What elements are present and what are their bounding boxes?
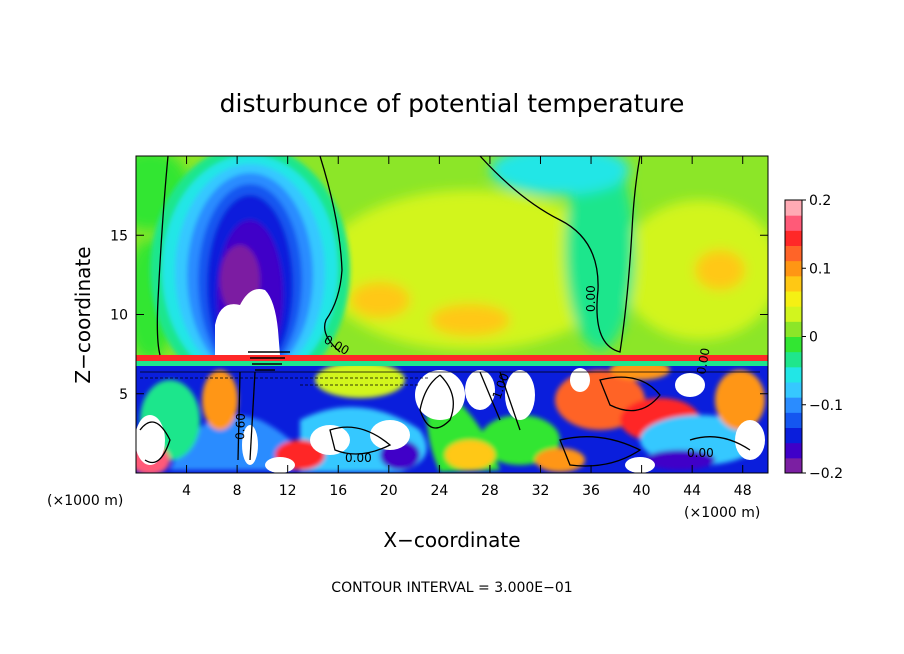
colorbar-swatch	[785, 336, 802, 353]
colorbar-swatch	[785, 200, 802, 216]
colorbar-swatch	[785, 291, 802, 307]
colorbar-swatch	[785, 321, 802, 337]
colorbar-tick-label: −0.1	[809, 398, 843, 414]
x-tick-label: 48	[734, 483, 752, 499]
y-tick-label: 10	[110, 308, 128, 324]
contour-lines	[139, 156, 760, 467]
colorbar-swatch	[785, 397, 802, 413]
x-tick-label: 36	[582, 483, 600, 499]
x-axis: 4 8 12 16 20 24 28 32 36 40 44 48	[182, 156, 752, 499]
colorbar-swatch	[785, 245, 802, 262]
colorbar-swatch	[785, 382, 802, 398]
x-tick-label: 8	[233, 483, 242, 499]
x-tick-label: 16	[329, 483, 347, 499]
x-unit-label-left: (×1000 m)	[47, 493, 123, 509]
chart-title: disturbunce of potential temperature	[220, 89, 685, 118]
y-tick-label: 5	[119, 387, 128, 403]
colorbar-swatch	[785, 457, 802, 474]
colorbar-swatch	[785, 427, 802, 444]
interface-band	[136, 355, 768, 366]
lower-layer-field	[136, 360, 765, 473]
colorbar-swatch	[785, 306, 802, 322]
contour-label: 0.00	[687, 446, 714, 460]
contour-dense-cluster	[248, 351, 290, 371]
colorbar-tick-label: 0.1	[809, 261, 831, 277]
upper-layer-field	[136, 156, 768, 360]
x-tick-label: 20	[380, 483, 398, 499]
colorbar-swatch	[785, 442, 802, 459]
contour-interval-note: CONTOUR INTERVAL = 3.000E−01	[331, 580, 572, 596]
colorbar-swatch	[785, 260, 802, 277]
x-tick-label: 44	[683, 483, 701, 499]
colorbar-swatch	[785, 230, 802, 246]
colorbar-tick-label: 0	[809, 330, 818, 346]
colorbar-tick-label: 0.2	[809, 193, 831, 209]
x-axis-label: X−coordinate	[383, 528, 520, 552]
x-tick-label: 40	[633, 483, 651, 499]
contour-label: 0.00	[345, 451, 372, 465]
colorbar-tick-label: −0.2	[809, 466, 843, 482]
x-tick-label: 32	[532, 483, 550, 499]
colorbar-swatch	[785, 215, 802, 231]
plot-area	[136, 156, 768, 473]
contour-label: 0.00	[584, 285, 598, 312]
y-axis-label: Z−coordinate	[71, 246, 95, 383]
x-unit-label-right: (×1000 m)	[684, 505, 760, 521]
y-tick-label: 15	[110, 228, 128, 244]
x-tick-label: 4	[182, 483, 191, 499]
colorbar: 0.2 0.1 0 −0.1 −0.2	[784, 193, 843, 482]
x-tick-label: 28	[481, 483, 499, 499]
x-tick-label: 24	[430, 483, 448, 499]
contour-label: 0.60	[233, 413, 248, 440]
colorbar-swatch	[785, 366, 802, 383]
y-axis: 5 10 15	[110, 228, 768, 403]
colorbar-ticks: 0.2 0.1 0 −0.1 −0.2	[802, 193, 843, 482]
colorbar-swatch	[785, 275, 802, 292]
colorbar-swatches	[785, 200, 802, 474]
contour-label: 0.00	[694, 347, 712, 376]
colorbar-swatch	[785, 351, 802, 368]
colorbar-swatch	[785, 412, 802, 428]
x-tick-label: 12	[279, 483, 297, 499]
cold-plume-core	[215, 289, 280, 355]
